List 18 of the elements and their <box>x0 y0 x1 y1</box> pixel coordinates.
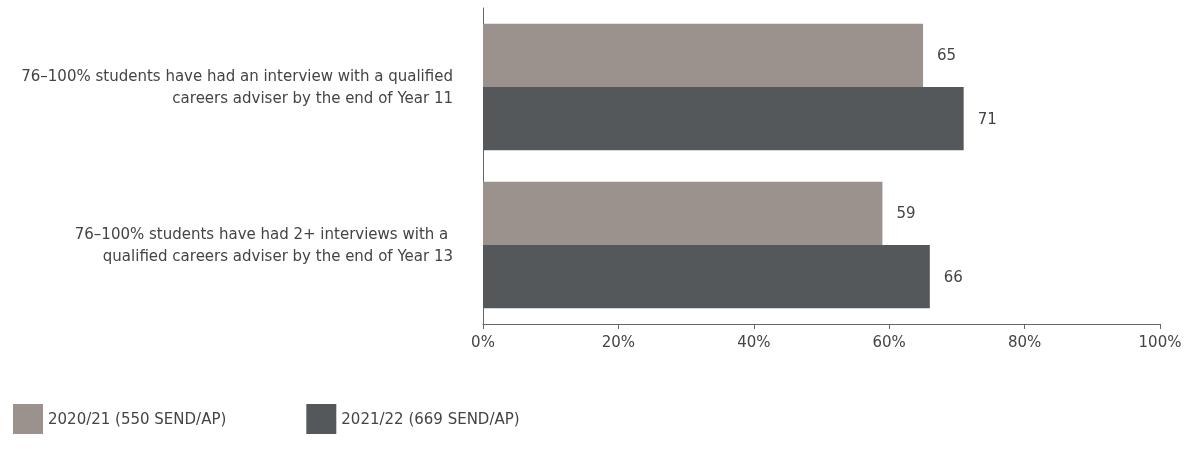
bar <box>483 245 930 309</box>
x-tick-label: 80% <box>1007 332 1042 351</box>
data-label: 59 <box>896 204 916 223</box>
x-tick-label: 60% <box>872 332 906 351</box>
x-tick-label: 40% <box>737 332 771 351</box>
y-tick-label: 76–100% students have had an interview with a qualified careers adviser by the end of Year 11 <box>21 67 453 107</box>
x-tick-label: 100% <box>1138 332 1182 351</box>
data-label: 66 <box>943 267 963 286</box>
data-label: 71 <box>977 109 997 128</box>
data-label: 65 <box>937 46 957 65</box>
x-tick-label: 20% <box>601 332 636 351</box>
legend-label: 2021/22 (669 SEND/AP) <box>341 410 520 428</box>
x-tick-label: 0% <box>471 332 495 351</box>
bar <box>483 23 924 87</box>
bar <box>483 181 883 245</box>
legend-label: 2020/21 (550 SEND/AP) <box>48 410 227 428</box>
bar <box>483 87 964 151</box>
y-tick-label: 76–100% students have had 2+ interviews with a qualified careers adviser by the end of Year 13 <box>74 225 453 265</box>
